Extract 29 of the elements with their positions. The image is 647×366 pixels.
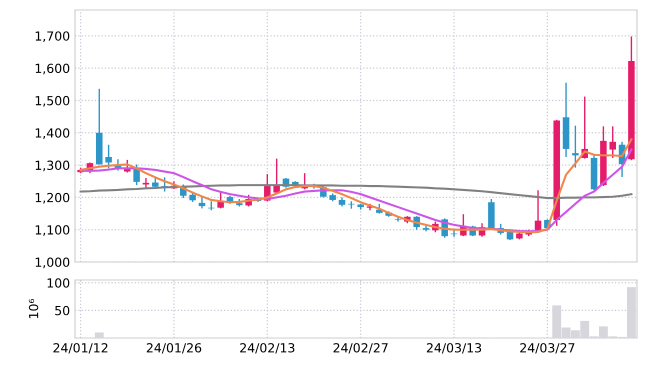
y-tick-label: 1,700 <box>36 31 70 42</box>
candlestick <box>152 176 159 190</box>
y-tick-label: 1,000 <box>36 257 70 268</box>
x-tick-label: 24/03/13 <box>426 343 482 354</box>
candlestick <box>534 190 542 232</box>
x-tick-label: 24/01/26 <box>146 343 202 354</box>
candlestick <box>198 196 206 210</box>
x-tick-label: 24/02/13 <box>240 343 294 354</box>
y-axis-title: 10⁶ <box>28 298 38 318</box>
y-tick-label: 50 <box>55 306 70 316</box>
y-tick-label: 1,400 <box>36 128 70 139</box>
y-tick-label: 1,200 <box>36 192 70 204</box>
candlestick <box>208 200 215 212</box>
x-tick-label: 24/02/27 <box>334 343 388 354</box>
bar <box>94 332 104 338</box>
x-tick-label: 24/01/12 <box>53 343 108 354</box>
y-tick-label: 1,500 <box>36 96 70 107</box>
candlestick <box>142 177 150 188</box>
candlestick <box>609 126 616 159</box>
y-tick-label: 1,100 <box>36 225 70 236</box>
y-tick-label: 1,600 <box>36 64 70 74</box>
y-tick-label: 100 <box>48 278 70 288</box>
candlestick <box>105 144 112 170</box>
candlestick <box>189 192 196 203</box>
candlestick <box>338 196 346 208</box>
candlestick <box>572 124 579 168</box>
candlestick <box>133 164 140 186</box>
x-tick-label: 24/03/27 <box>520 343 574 354</box>
y-tick-label: 1,300 <box>36 160 70 172</box>
